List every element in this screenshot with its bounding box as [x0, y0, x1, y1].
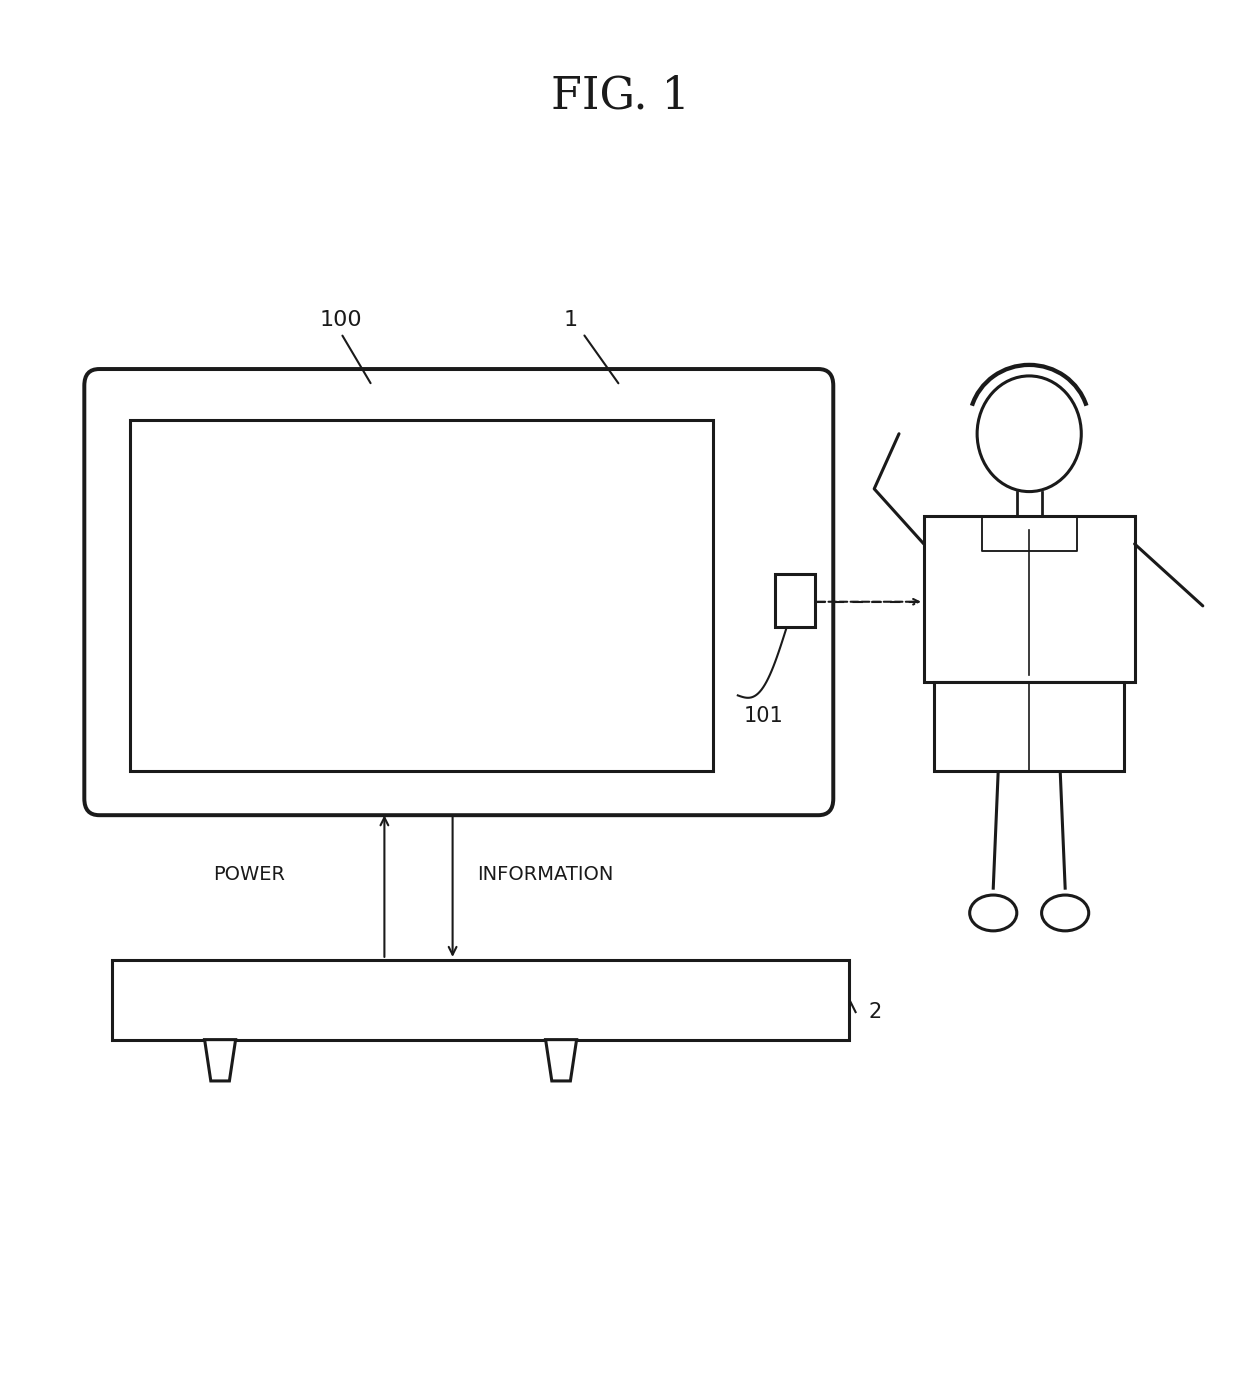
Circle shape	[977, 376, 1081, 492]
FancyBboxPatch shape	[84, 369, 833, 815]
Bar	[935, 682, 1123, 771]
Text: POWER: POWER	[213, 865, 285, 884]
Text: 1: 1	[563, 310, 578, 330]
Bar	[775, 574, 815, 627]
Polygon shape	[205, 1040, 236, 1081]
Bar	[112, 960, 849, 1040]
Bar	[130, 420, 713, 771]
Polygon shape	[546, 1040, 577, 1081]
Text: 100: 100	[320, 310, 362, 330]
Bar	[924, 516, 1135, 682]
Text: 2: 2	[868, 1002, 882, 1022]
Text: FIG. 1: FIG. 1	[551, 74, 689, 118]
Text: INFORMATION: INFORMATION	[477, 865, 614, 884]
Ellipse shape	[1042, 895, 1089, 931]
Text: 101: 101	[744, 706, 784, 727]
Ellipse shape	[970, 895, 1017, 931]
